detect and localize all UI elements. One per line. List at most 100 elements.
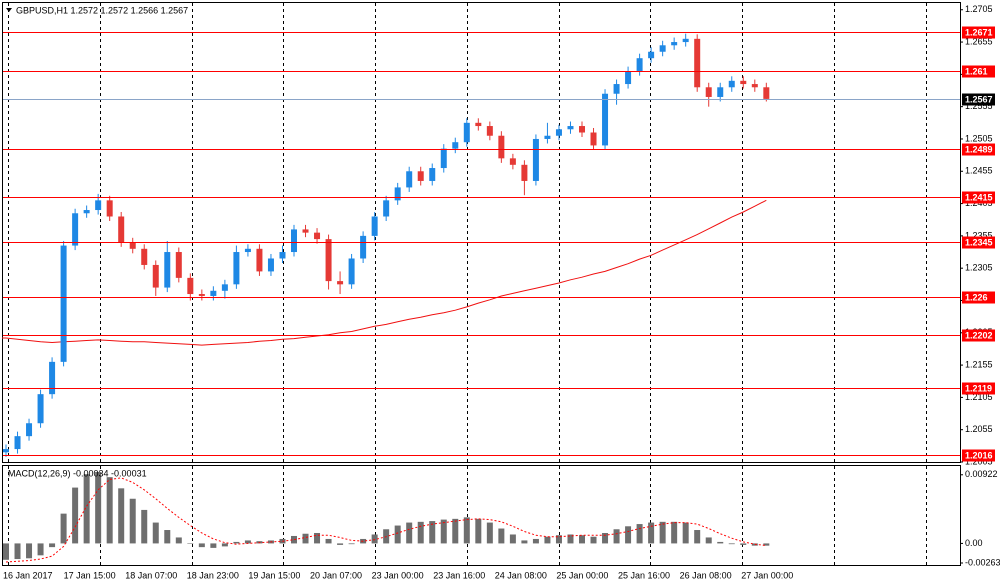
y-tick-label: 1.2555 [965,101,993,111]
macd-bar [602,532,609,544]
level-label: 1.2415 [965,192,993,202]
candle-body [567,126,574,130]
macd-bar [72,487,79,544]
macd-bar [175,537,182,544]
macd-bar [106,477,113,544]
level-label: 1.2345 [965,237,993,247]
candle-body [728,80,735,88]
macd-bar [659,521,666,544]
macd-bar [198,543,205,548]
candle-body [406,171,413,188]
candle-body [498,135,505,159]
candle-body [129,242,136,249]
y-tick-label: -0.00263 [965,557,1000,567]
candle-body [72,213,79,246]
symbol-menu-icon[interactable] [6,8,12,12]
macd-bar [302,533,309,544]
y-tick-label: 1.2705 [965,4,993,14]
macd-bar [394,525,401,544]
candle-body [302,229,309,233]
macd-bar [694,530,701,544]
macd-bar [555,535,562,544]
main-panel-frame [2,2,961,463]
x-tick-label: 25 Jan 16:00 [618,570,670,580]
y-tick-label: 1.2155 [965,359,993,369]
current-price-box [962,93,995,106]
y-tick-label: 1.2055 [965,424,993,434]
candle-body [337,281,344,285]
candle-body [233,252,240,285]
candle-body [49,361,56,395]
x-tick-label: 23 Jan 00:00 [372,570,424,580]
macd-bar [728,543,735,545]
x-tick-label: 19 Jan 15:00 [248,570,300,580]
macd-bar [3,543,9,560]
candle-body [636,58,643,72]
candle-body [175,252,182,278]
level-label-box [962,143,995,156]
macd-bar [440,519,447,544]
candle-body [532,138,539,181]
x-tick-label: 18 Jan 23:00 [187,570,239,580]
macd-bar [233,541,240,544]
candle-body [475,122,482,127]
macd-bar [590,536,597,544]
level-label: 1.226 [965,292,988,302]
candle-body [267,258,274,272]
candle-body [579,126,585,133]
macd-bar [682,522,689,544]
candle-body [555,129,562,136]
y-tick-label: 1.2455 [965,166,993,176]
y-tick-label: 1.2655 [965,36,993,46]
macd-bar [314,532,321,544]
x-tick-label: 25 Jan 00:00 [556,570,608,580]
level-label-box [962,26,995,39]
x-tick-label: 18 Jan 07:00 [125,570,177,580]
macd-bar [486,522,493,544]
level-label: 1.2119 [965,383,992,393]
macd-panel-frame [2,465,961,566]
x-tick-label: 23 Jan 16:00 [433,570,485,580]
macd-bar [26,543,33,559]
candle-body [440,148,447,169]
candle-body [210,290,217,296]
macd-bar [509,534,516,544]
x-tick-label: 24 Jan 08:00 [495,570,547,580]
candle-body [394,187,401,201]
candle-body [221,284,228,291]
candle-body [26,423,33,437]
macd-bar [337,543,344,545]
y-tick-label: 0.00 [965,538,983,548]
macd-bar [141,509,148,544]
macd-bar [371,534,378,544]
candle-body [314,232,321,240]
macd-bar [636,524,643,544]
candle-body [429,168,436,181]
macd-bar [579,535,585,544]
candle-body [740,80,747,85]
macd-bar [221,543,228,547]
level-label-box [962,449,995,462]
current-price-label: 1.2567 [965,94,993,104]
plot-layer: 1.27051.26551.26051.25551.25051.24551.24… [2,4,1000,580]
candle-body [694,38,701,88]
macd-bar [406,522,413,544]
candle-body [371,216,378,236]
macd-bar [567,534,574,544]
candle-body [279,252,286,259]
candle-body [118,216,125,243]
candle-body [291,229,297,253]
macd-bar [244,540,251,544]
x-tick-label: 16 Jan 2017 [3,570,53,580]
candle-body [659,45,666,52]
candle-body [37,394,44,424]
macd-bar [417,521,424,544]
macd-bar [187,543,194,544]
candle-body [3,449,9,453]
macd-bar [60,513,67,544]
candle-body [625,71,632,85]
candle-body [452,142,459,149]
macd-bar [648,522,655,544]
